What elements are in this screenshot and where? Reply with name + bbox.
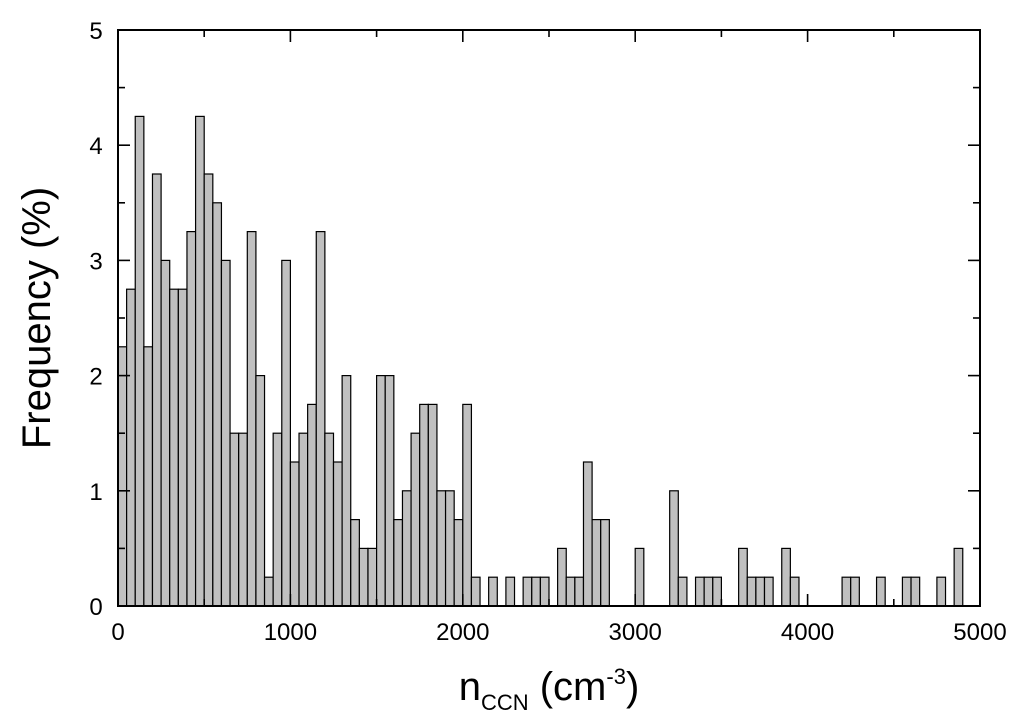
histogram-bar [255,375,266,607]
histogram-bar [177,288,188,607]
histogram-bar [436,490,447,607]
x-tick-label: 0 [111,619,124,646]
histogram-bar [203,173,214,607]
histogram-bar [488,576,498,607]
histogram-bar [582,461,593,607]
histogram-bar [238,432,248,607]
histogram-bar [694,576,705,607]
histogram-bar [151,173,162,607]
histogram-bar [298,432,309,607]
histogram-bar [600,518,610,607]
histogram-bar [591,518,602,607]
histogram-bar [712,576,723,607]
histogram-bar [789,576,800,607]
histogram-bar [677,576,688,607]
histogram-bar [376,375,386,607]
histogram-bar [315,231,326,607]
histogram-bar [738,547,748,607]
bars-group [117,115,964,607]
histogram-bar [281,259,291,607]
histogram-bar [669,490,679,607]
x-tick-label: 1000 [264,619,317,646]
histogram-bar [289,461,300,607]
histogram-bar [505,576,516,607]
tick-labels: 0 1000 2000 3000 4000 5000 0 1 2 3 4 5 [89,18,1006,646]
histogram-bar [160,259,171,607]
histogram-bar [272,432,283,607]
histogram-bar [850,576,860,607]
histogram-bar [186,231,197,607]
histogram-bar [212,202,223,607]
x-axis-title-superscript: -3 [606,664,626,689]
histogram-bar [875,576,886,607]
histogram-bar [936,576,947,607]
histogram-bar [470,576,481,607]
histogram-bar [332,461,343,607]
y-tick-label: 4 [89,133,102,160]
x-axis-title: nCCN (cm-3) [459,664,640,715]
histogram-bar [462,403,473,607]
histogram-bar [522,576,533,607]
histogram-bar [453,518,464,607]
histogram-bar [539,576,550,607]
histogram-bar [444,490,455,607]
histogram-bar [427,403,438,607]
histogram-bar [901,576,912,607]
y-tick-label: 5 [89,18,102,45]
histogram-bar [953,547,964,607]
x-tick-label: 2000 [436,619,489,646]
histogram-bar [703,576,714,607]
histogram-bar [419,403,429,607]
histogram-bar [117,346,128,607]
histogram-bar [763,576,774,607]
x-axis-title-unit-close: ) [626,665,639,709]
x-tick-label: 5000 [953,619,1006,646]
histogram-bar [358,547,369,607]
histogram-bar [134,115,145,607]
x-tick-label: 3000 [609,619,662,646]
histogram-bar [143,346,154,607]
histogram-bar [781,547,791,607]
x-axis-title-subscript: CCN [481,690,529,715]
y-tick-label: 2 [89,364,102,391]
histogram-bar [307,403,317,607]
histogram-bar [263,576,274,607]
x-axis-title-unit-open: (cm [529,665,607,709]
histogram-bar [350,518,360,607]
histogram-bar [574,576,585,607]
x-axis-title-main: n [459,665,481,709]
y-tick-label: 1 [89,479,102,506]
histogram-bar [169,288,179,607]
histogram-bar [194,115,205,607]
y-axis-title: Frequency (%) [15,187,59,449]
histogram-bar [634,547,645,607]
histogram-bar [401,490,412,607]
histogram-bar [367,547,378,607]
x-tick-label: 4000 [781,619,834,646]
histogram-bar [384,375,395,607]
y-tick-label: 3 [89,248,102,275]
histogram-bar [755,576,766,607]
y-tick-label: 0 [89,594,102,621]
histogram-bar [910,576,921,607]
histogram-bar [393,518,404,607]
histogram-bar [410,432,421,607]
histogram-bar [565,576,576,607]
histogram-bar [229,432,240,607]
histogram-bar [531,576,541,607]
plot-frame [117,29,981,607]
histogram-bar [841,576,852,607]
histogram-bar [220,259,231,607]
histogram-bar [746,576,757,607]
histogram-bar [126,288,136,607]
histogram-bar [324,432,335,607]
histogram-bar [341,375,352,607]
histogram-bar [557,547,567,607]
histogram-bar [246,231,257,607]
